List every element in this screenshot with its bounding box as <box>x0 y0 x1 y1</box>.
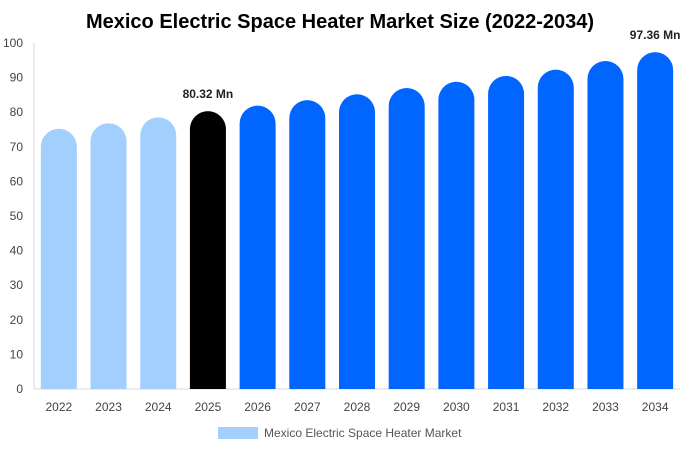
y-tick-label: 100 <box>3 36 23 50</box>
x-tick-label: 2022 <box>45 400 72 414</box>
y-tick-label: 60 <box>10 174 24 188</box>
bar-2029 <box>388 87 425 389</box>
bar-2022 <box>40 128 77 390</box>
y-tick-label: 50 <box>10 209 24 223</box>
x-tick-label: 2031 <box>493 400 520 414</box>
bar-2024 <box>140 117 177 389</box>
bar-2023 <box>90 123 127 389</box>
bar-2027 <box>289 100 326 389</box>
y-tick-label: 30 <box>10 278 24 292</box>
x-tick-label: 2034 <box>642 400 669 414</box>
data-label-2034: 97.36 Mn <box>630 28 680 42</box>
bar-2026 <box>239 105 276 389</box>
legend-label: Mexico Electric Space Heater Market <box>264 426 462 440</box>
x-tick-label: 2028 <box>344 400 371 414</box>
x-tick-label: 2024 <box>145 400 172 414</box>
x-tick-label: 2030 <box>443 400 470 414</box>
bar-2031 <box>488 75 525 389</box>
data-label-2025: 80.32 Mn <box>183 87 234 101</box>
x-tick-label: 2025 <box>195 400 222 414</box>
y-tick-label: 90 <box>10 71 24 85</box>
x-tick-label: 2023 <box>95 400 122 414</box>
x-tick-label: 2029 <box>393 400 420 414</box>
y-tick-label: 70 <box>10 140 24 154</box>
y-axis: 0 10 20 30 40 50 60 70 80 90 100 <box>3 36 35 396</box>
data-labels: 80.32 Mn 97.36 Mn <box>183 28 680 101</box>
x-tick-label: 2032 <box>542 400 569 414</box>
x-tick-label: 2026 <box>244 400 271 414</box>
y-tick-label: 80 <box>10 105 24 119</box>
bar-2034 <box>637 52 674 389</box>
legend-swatch <box>218 427 258 439</box>
bar-2032 <box>537 69 574 389</box>
x-tick-label: 2027 <box>294 400 321 414</box>
y-tick-label: 40 <box>10 244 24 258</box>
x-tick-label: 2033 <box>592 400 619 414</box>
chart-title: Mexico Electric Space Heater Market Size… <box>86 11 594 33</box>
legend: Mexico Electric Space Heater Market <box>218 426 462 440</box>
bar-2030 <box>438 81 475 389</box>
x-axis: 2022 2023 2024 2025 2026 2027 2028 2029 2030 2031… <box>34 388 680 414</box>
bars <box>40 52 674 390</box>
bar-2025 <box>189 111 226 389</box>
bar-2033 <box>587 60 624 389</box>
y-tick-label: 10 <box>10 347 24 361</box>
bar-2028 <box>339 94 375 389</box>
y-tick-label: 20 <box>10 313 24 327</box>
y-tick-label: 0 <box>16 382 23 396</box>
